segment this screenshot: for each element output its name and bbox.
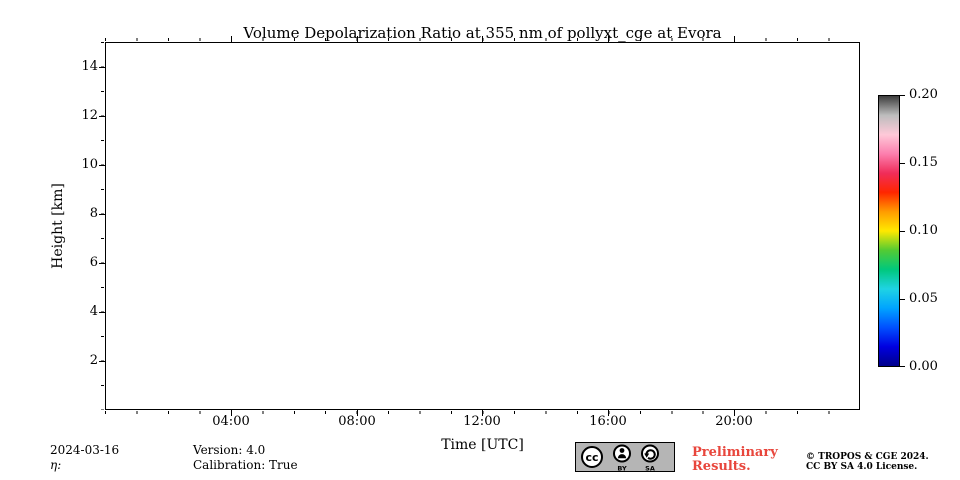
- y-tick-mark: [99, 214, 105, 215]
- y-axis-label: Height [km]: [50, 183, 66, 269]
- sa-arrow-icon: SA: [641, 444, 659, 473]
- plot-area: [105, 42, 860, 410]
- x-tick-label: 20:00: [715, 414, 753, 429]
- y-minor-ticks-left: [101, 42, 104, 410]
- footer-eta-label: η:: [50, 458, 62, 472]
- x-tick-mark: [734, 410, 735, 416]
- y-tick-mark: [99, 116, 105, 117]
- y-tick-label: 12: [81, 108, 98, 123]
- y-tick-label: 14: [81, 59, 98, 74]
- footer-calibration: Calibration: True: [193, 458, 298, 472]
- colorbar-tick-mark: [900, 163, 905, 164]
- footer-date: 2024-03-16: [50, 443, 120, 457]
- svg-text:SA: SA: [645, 465, 655, 473]
- x-tick-mark-top: [357, 36, 358, 42]
- colorbar-gradient: [878, 95, 900, 367]
- x-tick-mark: [357, 410, 358, 416]
- colorbar-tick-label: 0.05: [909, 291, 938, 306]
- y-tick-label: 2: [89, 353, 98, 368]
- x-tick-label: 12:00: [463, 414, 501, 429]
- cc-license-badge: cc BY SA: [575, 442, 675, 473]
- y-tick-mark: [99, 165, 105, 166]
- copyright-text: © TROPOS & CGE 2024. CC BY SA 4.0 Licens…: [806, 452, 929, 472]
- x-tick-mark: [231, 410, 232, 416]
- y-tick-label: 10: [81, 157, 98, 172]
- colorbar-tick-mark: [900, 95, 905, 96]
- colorbar-tick-mark: [900, 299, 905, 300]
- plot-title: Volume Depolarization Ratio at 355 nm of…: [243, 24, 722, 42]
- colorbar-tick-mark: [900, 366, 905, 367]
- svg-text:cc: cc: [585, 451, 598, 464]
- colorbar-tick-label: 0.00: [909, 359, 938, 374]
- y-tick-label: 6: [89, 255, 98, 270]
- preliminary-results-text: Preliminary Results.: [692, 445, 778, 474]
- cc-icon: cc: [581, 446, 603, 468]
- x-axis-label: Time [UTC]: [441, 437, 524, 453]
- x-tick-mark-top: [608, 36, 609, 42]
- x-tick-mark-top: [231, 36, 232, 42]
- svg-text:BY: BY: [617, 465, 627, 473]
- by-person-icon: BY: [613, 444, 631, 473]
- colorbar-tick-label: 0.10: [909, 223, 938, 238]
- y-tick-mark: [99, 263, 105, 264]
- colorbar-tick-mark: [900, 231, 905, 232]
- y-tick-mark: [99, 67, 105, 68]
- x-tick-label: 08:00: [338, 414, 376, 429]
- x-tick-mark-top: [734, 36, 735, 42]
- x-tick-label: 16:00: [589, 414, 627, 429]
- y-tick-mark: [99, 312, 105, 313]
- colorbar-tick-label: 0.20: [909, 87, 938, 102]
- y-tick-mark: [99, 361, 105, 362]
- x-tick-mark: [608, 410, 609, 416]
- y-tick-label: 8: [89, 206, 98, 221]
- x-tick-mark-top: [482, 36, 483, 42]
- y-tick-label: 4: [89, 304, 98, 319]
- footer-version: Version: 4.0: [193, 443, 266, 457]
- x-tick-label: 04:00: [212, 414, 250, 429]
- x-tick-mark: [482, 410, 483, 416]
- colorbar-tick-label: 0.15: [909, 155, 938, 170]
